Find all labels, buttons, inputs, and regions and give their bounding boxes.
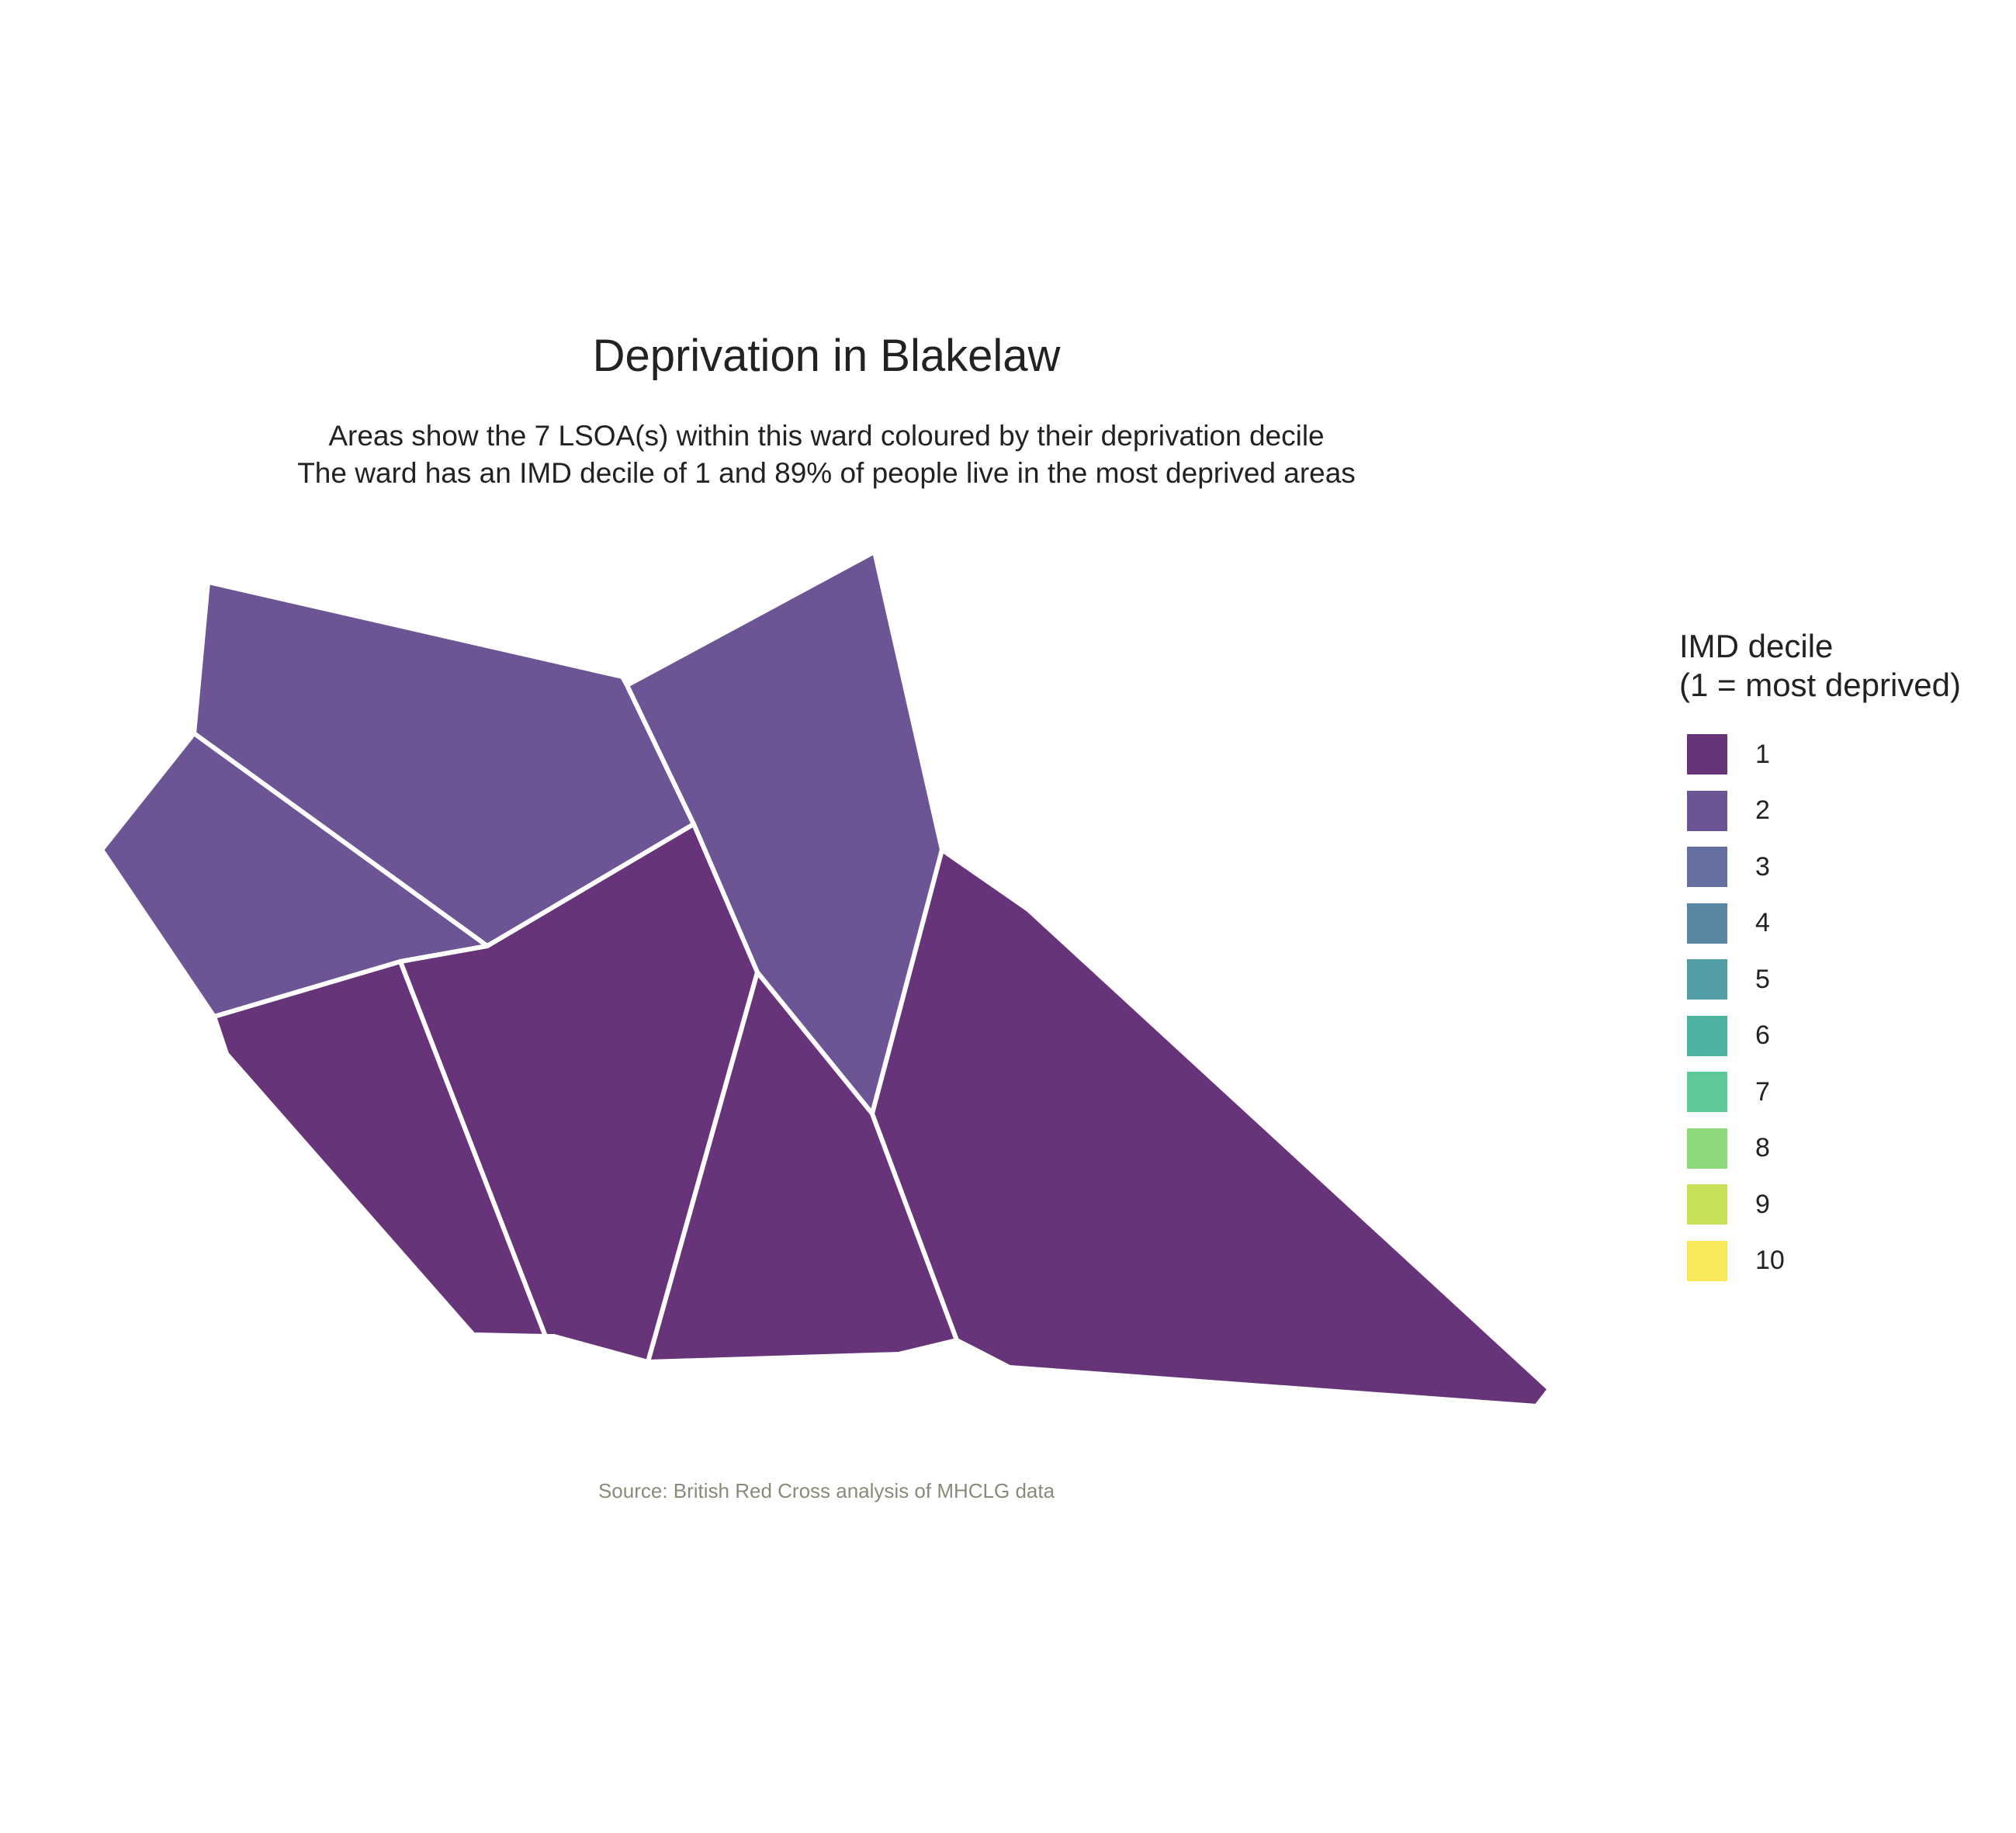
legend-label: 6 <box>1755 1020 1770 1051</box>
legend-item: 9 <box>1679 1176 1961 1233</box>
legend-swatch <box>1687 903 1727 944</box>
lsoa-south-central <box>646 970 959 1364</box>
legend-item: 2 <box>1679 783 1961 840</box>
legend-swatch <box>1687 959 1727 1000</box>
legend-item: 10 <box>1679 1233 1961 1290</box>
legend-swatch <box>1687 1184 1727 1225</box>
legend-title-line-1: IMD decile <box>1679 628 1834 664</box>
legend-label: 9 <box>1755 1189 1770 1219</box>
map-title: Deprivation in Blakelaw <box>592 331 1061 381</box>
legend-item: 4 <box>1679 896 1961 952</box>
legend-title-line-2: (1 = most deprived) <box>1679 667 1961 703</box>
legend-swatch <box>1687 1128 1727 1169</box>
lsoa-south-west <box>212 959 548 1339</box>
legend-label: 7 <box>1755 1076 1770 1107</box>
legend-label: 3 <box>1755 851 1770 882</box>
legend-item: 6 <box>1679 1008 1961 1065</box>
legend-item: 1 <box>1679 726 1961 783</box>
subtitle-line-2: The ward has an IMD decile of 1 and 89% … <box>297 457 1356 489</box>
lsoa-east <box>870 847 1552 1409</box>
legend-item: 5 <box>1679 951 1961 1008</box>
legend-swatch <box>1687 1072 1727 1113</box>
subtitle-line-1: Areas show the 7 LSOA(s) within this war… <box>328 420 1325 452</box>
legend-item: 3 <box>1679 839 1961 896</box>
legend-label: 4 <box>1755 908 1770 938</box>
legend: IMD decile (1 = most deprived) 1 2 3 4 5 6 7 8 9… <box>1679 627 1961 1289</box>
legend-swatch <box>1687 1240 1727 1281</box>
map-subtitle: Areas show the 7 LSOA(s) within this war… <box>0 418 1653 492</box>
legend-items: 1 2 3 4 5 6 7 8 9 10 <box>1679 726 1961 1289</box>
source-caption: Source: British Red Cross analysis of MH… <box>598 1479 1055 1502</box>
legend-item: 8 <box>1679 1121 1961 1177</box>
legend-label: 8 <box>1755 1133 1770 1163</box>
legend-label: 10 <box>1755 1246 1785 1276</box>
legend-label: 5 <box>1755 964 1770 994</box>
legend-swatch <box>1687 847 1727 888</box>
legend-swatch <box>1687 734 1727 775</box>
legend-title: IMD decile (1 = most deprived) <box>1679 627 1961 705</box>
legend-swatch <box>1687 1015 1727 1056</box>
legend-item: 7 <box>1679 1064 1961 1121</box>
legend-swatch <box>1687 790 1727 831</box>
legend-label: 2 <box>1755 795 1770 826</box>
legend-label: 1 <box>1755 739 1770 769</box>
